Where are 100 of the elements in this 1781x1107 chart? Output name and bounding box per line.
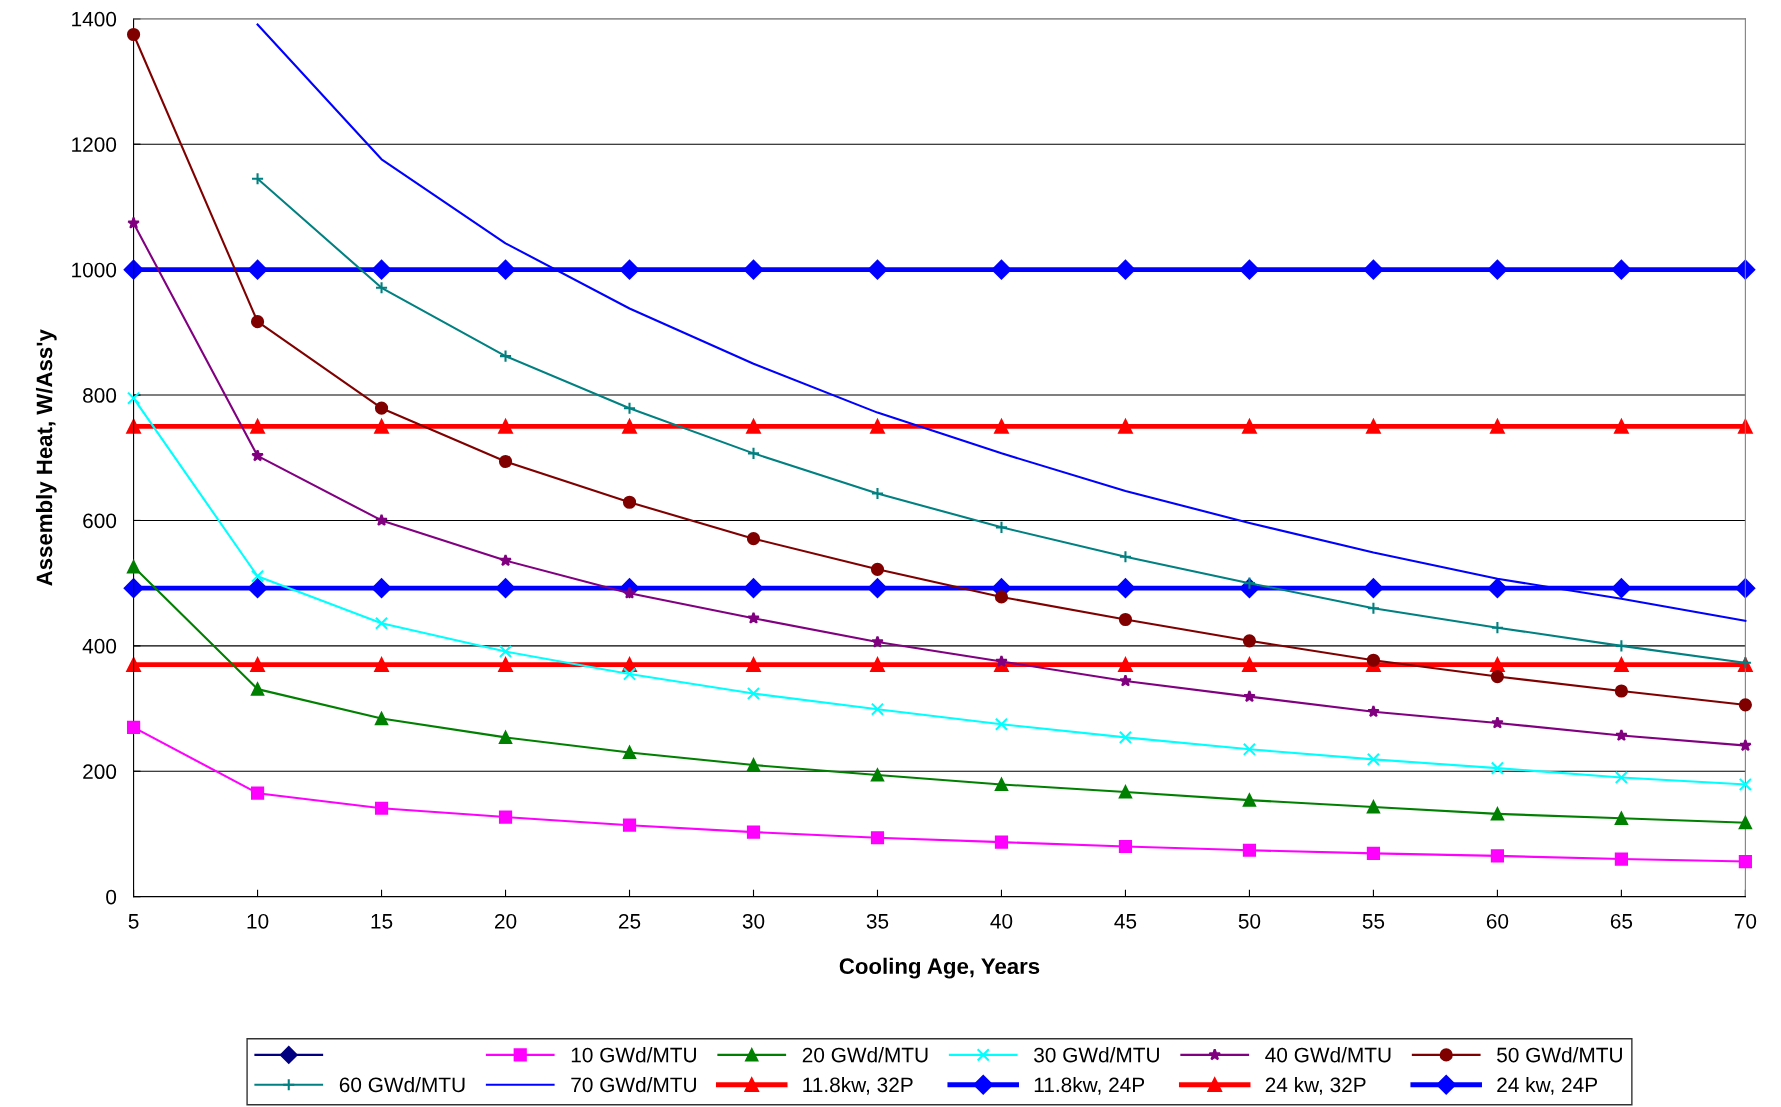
x-tick-label: 5 — [128, 914, 139, 929]
point — [1242, 742, 1257, 756]
point — [870, 768, 885, 782]
point — [870, 419, 885, 434]
x-tick-label: 45 — [1114, 914, 1137, 929]
point — [1491, 716, 1504, 729]
point — [622, 818, 637, 832]
point — [126, 419, 141, 434]
point — [1490, 807, 1505, 821]
point — [870, 562, 885, 576]
point — [1242, 793, 1257, 807]
point — [250, 172, 265, 186]
point — [1242, 843, 1257, 857]
point — [1115, 578, 1136, 599]
point — [1615, 728, 1628, 742]
point — [1490, 849, 1505, 863]
point — [1611, 259, 1632, 280]
point — [622, 419, 637, 434]
point — [499, 553, 512, 567]
legend-label: 50 GWd/MTU — [1497, 1047, 1622, 1063]
point — [498, 644, 513, 659]
x-tick-label: 15 — [371, 914, 393, 929]
legend-label: 11.8kw, 32P — [803, 1076, 913, 1095]
point — [374, 281, 389, 295]
legend-label: 10 GWd/MTU — [571, 1047, 696, 1063]
point — [126, 720, 141, 734]
point — [1118, 550, 1133, 564]
x-tick-label: 30 — [742, 913, 765, 929]
point — [1614, 657, 1629, 672]
legend-label: 40 GWd/MTU — [1265, 1047, 1391, 1063]
point — [126, 391, 141, 405]
point — [1243, 690, 1256, 703]
point — [1739, 738, 1752, 752]
point — [1738, 854, 1752, 869]
point — [1118, 419, 1133, 434]
point — [1115, 259, 1136, 280]
point — [622, 745, 637, 760]
x-tick-label: 50 — [1238, 913, 1261, 929]
point — [250, 657, 265, 672]
point — [126, 657, 141, 672]
point — [374, 657, 389, 672]
point — [1614, 684, 1628, 698]
x-tick-label: 35 — [866, 913, 889, 929]
y-tick-label: 1400 — [72, 11, 117, 27]
point — [746, 686, 761, 701]
point — [995, 654, 1008, 668]
point — [994, 419, 1009, 434]
point — [374, 616, 389, 630]
legend-label: 30 GWd/MTU — [1034, 1047, 1159, 1063]
point — [498, 730, 513, 744]
point — [123, 259, 144, 280]
point — [1611, 578, 1632, 599]
point — [1118, 785, 1133, 799]
point — [994, 520, 1009, 534]
point — [498, 419, 513, 434]
point — [123, 578, 144, 599]
point — [622, 667, 637, 681]
point — [870, 486, 885, 501]
point — [746, 532, 761, 546]
y-tick-label: 200 — [83, 764, 117, 780]
x-tick-label: 65 — [1610, 913, 1633, 929]
point — [991, 259, 1012, 280]
point — [1490, 657, 1505, 672]
point — [1367, 705, 1380, 718]
point — [1366, 419, 1381, 434]
y-axis-title: Assembly Heat, W/Ass'y — [35, 329, 57, 586]
y-tick-label: 1000 — [72, 262, 117, 278]
point — [1738, 816, 1752, 830]
point — [1490, 419, 1505, 434]
point — [1738, 698, 1752, 712]
point — [371, 578, 392, 599]
x-tick-label: 70 — [1734, 913, 1757, 929]
x-tick-label: 55 — [1362, 914, 1385, 929]
point — [746, 758, 761, 772]
y-tick-label: 1200 — [72, 137, 117, 152]
point — [374, 419, 389, 434]
point — [498, 349, 513, 363]
point — [867, 259, 888, 280]
point — [498, 657, 513, 672]
x-tick-label: 10 — [247, 913, 269, 929]
point — [1614, 770, 1628, 785]
x-tick-label: 60 — [1486, 913, 1509, 929]
point — [747, 611, 760, 624]
point — [126, 560, 141, 574]
legend-label: 24 kw, 32P — [1265, 1076, 1366, 1095]
point — [1366, 601, 1381, 615]
point — [743, 259, 764, 280]
point — [1366, 800, 1381, 814]
point — [250, 682, 265, 696]
point — [250, 419, 265, 434]
point — [746, 657, 761, 672]
point — [622, 401, 637, 415]
point — [495, 578, 516, 599]
x-axis-title: Cooling Age, Years — [839, 957, 1040, 979]
point — [250, 315, 265, 329]
x-tick-label: 40 — [990, 913, 1013, 929]
point — [1614, 852, 1628, 866]
point — [126, 27, 141, 42]
point — [746, 419, 761, 434]
point — [1735, 578, 1756, 599]
